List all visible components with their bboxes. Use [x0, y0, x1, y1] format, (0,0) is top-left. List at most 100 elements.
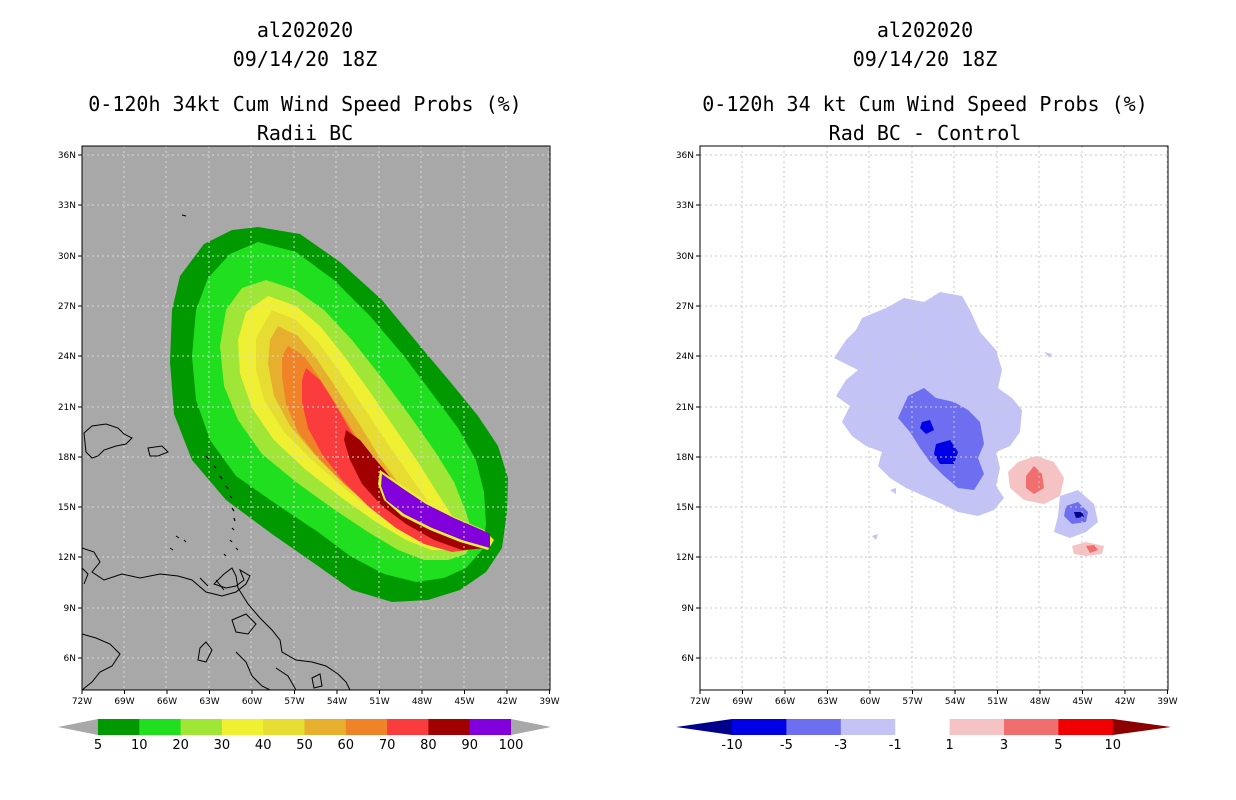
right-title: 0-120h 34 kt Cum Wind Speed Probs (%)	[702, 92, 1148, 116]
right-colorbar-swatch	[786, 719, 842, 735]
left-lon-label: 48W	[412, 697, 432, 707]
left-lat-label: 27N	[58, 302, 76, 312]
left-colorbar-label: 50	[296, 738, 313, 753]
right-colorbar-label: 3	[1000, 738, 1008, 753]
contour-60	[282, 346, 480, 550]
right-colorbar-under-arrow	[676, 719, 732, 735]
right-colorbar-swatch	[949, 719, 1005, 735]
right-lon-label: 54W	[945, 697, 965, 707]
right-lat-label: 6N	[682, 654, 694, 664]
right-panel-title: 0-120h 34 kt Cum Wind Speed Probs (%) Ra…	[675, 90, 1175, 148]
left-colorbar-swatch	[304, 719, 347, 735]
right-colorbar-label: 1	[945, 738, 953, 753]
right-lon-label: 60W	[860, 697, 880, 707]
right-lat-label: 12N	[676, 553, 694, 563]
right-colorbar-label: -1	[889, 738, 902, 753]
left-colorbar-label: 30	[214, 738, 231, 753]
left-colorbar-label: 20	[172, 738, 189, 753]
left-panel-header: al202020 09/14/20 18Z	[55, 16, 555, 74]
left-panel-title: 0-120h 34kt Cum Wind Speed Probs (%) Rad…	[55, 90, 555, 148]
left-colorbar-swatch	[98, 719, 140, 735]
right-subtitle: Rad BC - Control	[828, 121, 1022, 145]
left-colorbar-swatch	[469, 719, 512, 735]
right-map: 36N 33N 30N 27N 24N 21N 18N 15N 12N 9N 6N 72W 69W 66W…	[676, 145, 1178, 753]
right-datetime: 09/14/20 18Z	[852, 47, 998, 71]
left-lat-label: 9N	[64, 604, 76, 614]
left-probability-contours	[170, 227, 508, 602]
left-subtitle: Radii BC	[256, 121, 354, 145]
left-colorbar-label: 80	[420, 738, 437, 753]
right-colorbar-label: -10	[721, 738, 742, 753]
diff-plus3-east	[1086, 545, 1098, 553]
left-lon-label: 51W	[369, 697, 389, 707]
left-lat-label: 6N	[64, 654, 76, 664]
left-lat-label: 15N	[58, 503, 76, 513]
left-lon-label: 69W	[114, 697, 134, 707]
left-lat-label: 24N	[58, 352, 76, 362]
right-lon-label: 45W	[1072, 697, 1092, 707]
right-colorbar-swatch	[1004, 719, 1059, 735]
right-lon-label: 69W	[732, 697, 752, 707]
diff-minus3-region	[898, 388, 984, 490]
left-colorbar-swatch	[263, 719, 305, 735]
right-colorbar-swatch	[895, 719, 951, 735]
left-axis-ticks: 36N 33N 30N 27N 24N 21N 18N 15N 12N 9N 6N 72W 69W 66W…	[58, 151, 560, 707]
right-lon-label: 63W	[817, 697, 837, 707]
left-map-frame	[81, 145, 551, 691]
left-colorbar-swatch	[139, 719, 182, 735]
contour-70	[302, 368, 482, 552]
right-lat-label: 27N	[676, 302, 694, 312]
left-title: 0-120h 34kt Cum Wind Speed Probs (%)	[88, 92, 522, 116]
right-colorbar: -10 -5 -3 -1 1 3 5 10	[676, 719, 1171, 753]
diff-minus5-core	[934, 440, 958, 464]
right-lon-label: 42W	[1115, 697, 1135, 707]
right-storm-id: al202020	[876, 18, 974, 42]
right-colorbar-label: 10	[1105, 738, 1122, 753]
left-lon-label: 42W	[497, 697, 517, 707]
left-datetime: 09/14/20 18Z	[232, 47, 378, 71]
right-lat-label: 15N	[676, 503, 694, 513]
right-gridlines	[700, 146, 1168, 690]
right-colorbar-label: -3	[834, 738, 847, 753]
right-colorbar-label: -5	[780, 738, 793, 753]
right-colorbar-label: 5	[1054, 738, 1062, 753]
left-colorbar-swatch	[387, 719, 429, 735]
right-axis-ticks: 36N 33N 30N 27N 24N 21N 18N 15N 12N 9N 6N 72W 69W 66W…	[676, 151, 1178, 707]
left-colorbar-label: 40	[255, 738, 272, 753]
left-colorbar-label: 70	[379, 738, 396, 753]
left-lon-label: 66W	[157, 697, 177, 707]
left-colorbar-label: 100	[499, 738, 524, 753]
right-lat-label: 36N	[676, 151, 694, 161]
diff-minus5-core2	[920, 420, 934, 434]
right-colorbar-swatch	[732, 719, 787, 735]
left-colorbar-swatch	[221, 719, 264, 735]
left-colorbar-swatch	[180, 719, 223, 735]
left-colorbar-label: 10	[131, 738, 148, 753]
right-lat-label: 30N	[676, 252, 694, 262]
contour-80	[344, 430, 490, 550]
left-colorbar-over-arrow	[511, 719, 551, 735]
left-lat-label: 33N	[58, 201, 76, 211]
left-colorbar-swatch	[428, 719, 471, 735]
left-lon-label: 63W	[199, 697, 219, 707]
left-map: 36N 33N 30N 27N 24N 21N 18N 15N 12N 9N 6N 72W 69W 66W…	[58, 145, 560, 753]
left-lat-label: 30N	[58, 252, 76, 262]
right-colorbar-over-arrow	[1112, 719, 1171, 735]
left-lon-label: 54W	[327, 697, 347, 707]
left-lat-label: 18N	[58, 453, 76, 463]
left-lat-label: 21N	[58, 403, 76, 413]
left-lat-label: 12N	[58, 553, 76, 563]
left-lon-label: 72W	[72, 697, 92, 707]
left-lon-label: 57W	[284, 697, 304, 707]
right-lon-label: 72W	[690, 697, 710, 707]
right-lat-label: 9N	[682, 604, 694, 614]
right-lat-label: 18N	[676, 453, 694, 463]
right-lat-label: 24N	[676, 352, 694, 362]
left-colorbar-label: 60	[338, 738, 355, 753]
right-colorbar-swatch	[1058, 719, 1114, 735]
right-panel-header: al202020 09/14/20 18Z	[675, 16, 1175, 74]
contour-100	[381, 474, 490, 548]
left-colorbar-swatch	[345, 719, 388, 735]
right-lon-label: 51W	[987, 697, 1007, 707]
